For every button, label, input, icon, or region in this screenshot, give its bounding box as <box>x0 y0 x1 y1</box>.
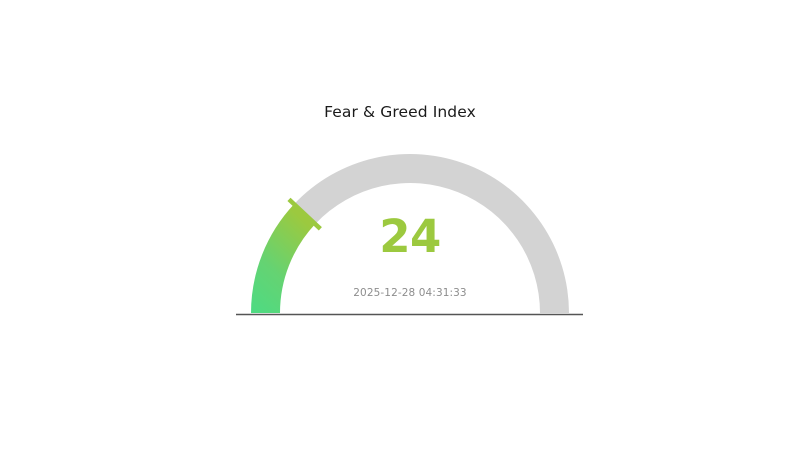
gauge-svg <box>236 153 583 316</box>
gauge-value-text: 24 <box>379 210 441 263</box>
gauge-timestamp-text: 2025-12-28 04:31:33 <box>353 287 467 299</box>
gauge-chart: 24 2025-12-28 04:31:33 <box>236 140 584 320</box>
gauge-value-arc <box>251 204 316 313</box>
page-title: Fear & Greed Index <box>324 103 476 121</box>
gauge-track-arc <box>294 153 569 313</box>
gauge-needle-icon <box>287 197 322 231</box>
